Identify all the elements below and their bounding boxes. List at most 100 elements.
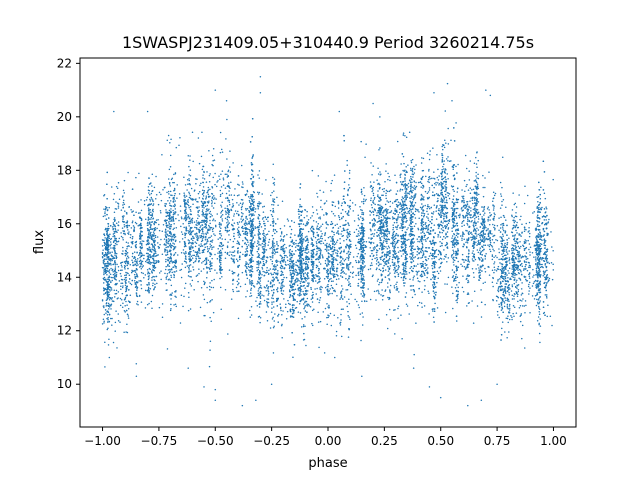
data-point xyxy=(441,194,444,196)
data-point xyxy=(280,287,283,290)
data-point xyxy=(318,268,321,270)
data-point xyxy=(477,229,480,231)
data-point xyxy=(511,268,513,270)
data-point xyxy=(307,266,310,269)
data-point xyxy=(280,292,283,295)
data-point xyxy=(231,246,234,248)
data-point xyxy=(493,271,495,274)
data-point xyxy=(333,267,335,269)
data-point xyxy=(280,264,283,267)
data-point xyxy=(498,251,501,254)
data-point xyxy=(262,245,264,248)
data-point xyxy=(264,224,266,227)
data-point xyxy=(536,206,539,208)
data-point xyxy=(102,282,105,284)
data-point xyxy=(245,209,247,211)
data-point xyxy=(298,280,300,282)
data-point xyxy=(525,252,528,254)
data-point xyxy=(262,260,265,263)
data-point xyxy=(231,270,233,272)
data-point xyxy=(423,214,425,217)
data-point xyxy=(399,208,401,210)
data-point xyxy=(136,295,138,297)
data-point xyxy=(360,248,362,251)
data-point xyxy=(175,227,178,229)
data-point xyxy=(189,206,192,208)
data-point xyxy=(420,162,423,164)
data-point xyxy=(259,233,262,235)
data-point xyxy=(252,218,255,220)
data-point xyxy=(121,286,124,289)
data-point xyxy=(452,261,455,263)
data-point xyxy=(347,259,350,261)
data-point xyxy=(220,227,222,229)
data-point xyxy=(108,293,111,296)
data-point xyxy=(441,231,443,234)
data-point xyxy=(165,282,167,285)
data-point xyxy=(491,255,494,258)
data-point xyxy=(173,222,175,225)
data-point xyxy=(140,235,143,237)
data-point xyxy=(394,208,396,210)
data-point xyxy=(545,274,548,277)
data-point xyxy=(383,215,385,218)
data-point xyxy=(393,272,396,274)
data-point xyxy=(411,255,414,257)
data-point xyxy=(395,181,398,184)
data-point xyxy=(539,300,541,302)
data-point xyxy=(446,211,449,214)
data-point xyxy=(466,238,468,240)
data-point xyxy=(517,288,520,291)
data-point xyxy=(256,266,258,269)
data-point xyxy=(233,222,236,224)
data-point xyxy=(325,213,327,215)
data-point xyxy=(500,274,503,277)
data-point xyxy=(325,227,328,229)
data-point xyxy=(107,278,109,280)
data-point xyxy=(113,217,116,219)
data-point xyxy=(508,305,511,307)
data-point xyxy=(301,239,304,241)
data-point xyxy=(440,200,442,203)
data-point xyxy=(423,305,426,307)
data-point xyxy=(134,241,137,244)
data-point xyxy=(169,238,171,241)
data-point xyxy=(401,196,404,198)
data-point xyxy=(228,269,231,271)
data-point xyxy=(114,242,117,245)
data-point xyxy=(512,219,515,222)
data-point xyxy=(192,239,194,242)
data-point xyxy=(384,276,387,278)
data-point xyxy=(404,269,407,272)
data-point xyxy=(525,263,527,266)
data-point xyxy=(419,206,422,209)
data-point xyxy=(521,337,523,340)
data-point xyxy=(152,284,154,287)
data-point xyxy=(328,306,330,308)
data-point xyxy=(383,230,386,233)
data-point xyxy=(523,240,526,243)
data-point xyxy=(300,293,302,296)
data-point xyxy=(409,185,412,188)
data-point xyxy=(538,308,541,310)
data-point xyxy=(226,212,229,214)
data-point xyxy=(295,271,297,273)
data-point xyxy=(373,181,375,183)
data-point xyxy=(425,259,428,262)
data-point xyxy=(226,229,228,232)
data-point xyxy=(422,212,424,214)
data-point xyxy=(475,268,477,270)
data-point xyxy=(327,290,329,292)
data-point xyxy=(326,242,328,245)
data-point xyxy=(267,280,270,282)
data-point xyxy=(303,332,305,335)
data-point xyxy=(471,268,474,270)
data-point xyxy=(446,207,448,210)
data-point xyxy=(345,277,347,280)
data-point xyxy=(546,315,549,318)
data-point xyxy=(441,168,443,171)
data-point xyxy=(219,224,221,226)
data-point xyxy=(273,178,276,180)
data-point xyxy=(409,285,412,287)
data-point xyxy=(513,216,515,219)
